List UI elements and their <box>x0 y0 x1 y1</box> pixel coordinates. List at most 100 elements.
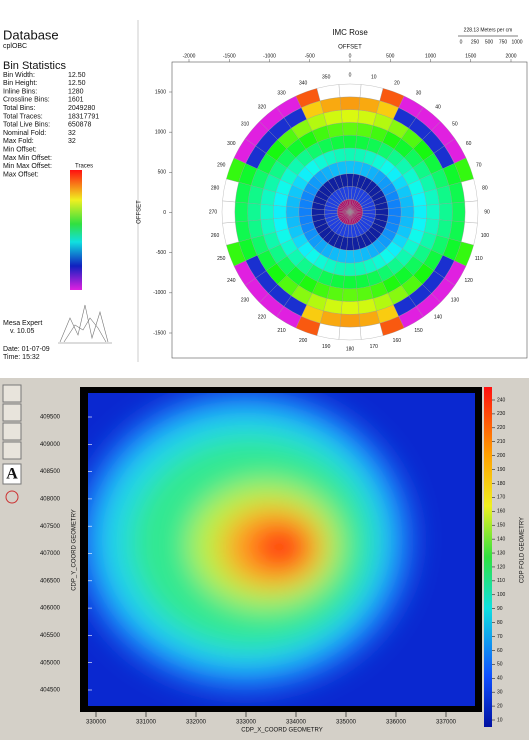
colorbar-tick-label: 30 <box>497 690 503 696</box>
y-tick-label: 408500 <box>40 469 61 475</box>
rose-cell <box>439 202 453 222</box>
azimuth-label: 90 <box>484 209 490 215</box>
database-name: cplOBC <box>3 43 27 50</box>
traces-colorbar <box>70 170 82 290</box>
time: Time: 15:32 <box>3 354 40 361</box>
y-tick-label: 407000 <box>40 551 61 557</box>
stat-label: Total Traces: <box>3 113 43 120</box>
rose-y-tick: -1000 <box>153 290 166 296</box>
rose-y-tick: 1500 <box>155 89 166 95</box>
y-tick-label: 409000 <box>40 442 61 448</box>
colorbar-tick-label: 240 <box>497 397 506 403</box>
azimuth-label: 100 <box>481 233 490 239</box>
x-tick-label: 337000 <box>436 720 457 726</box>
rose-cell <box>298 207 312 217</box>
azimuth-label: 330 <box>277 91 286 97</box>
rose-y-tick: 1000 <box>155 129 166 135</box>
x-tick-label: 333000 <box>236 720 257 726</box>
y-axis-label: CDP_Y_COORD GEOMETRY <box>72 509 78 591</box>
colorbar-tick-label: 10 <box>497 717 503 723</box>
azimuth-label: 250 <box>217 256 226 262</box>
stat-value: 1601 <box>68 97 84 104</box>
stat-label: Max Offset: <box>3 171 39 178</box>
scale-tick: 1000 <box>511 39 522 45</box>
colorbar-tick-label: 230 <box>497 411 506 417</box>
colorbar-tick-label: 150 <box>497 523 506 529</box>
y-tick-label: 406500 <box>40 578 61 584</box>
stat-value: 18317791 <box>68 113 99 120</box>
rose-cell <box>247 202 261 222</box>
rose-cell <box>400 206 415 218</box>
colorbar-tick-label: 120 <box>497 564 506 570</box>
azimuth-label: 180 <box>346 346 355 352</box>
rose-cell <box>234 201 249 223</box>
tool-button[interactable] <box>2 422 22 441</box>
text-tool[interactable] <box>2 463 22 485</box>
stat-value: 650878 <box>68 122 91 129</box>
rose-title: IMC Rose <box>332 28 368 37</box>
azimuth-label: 160 <box>393 338 402 344</box>
stat-value: 32 <box>68 130 76 137</box>
azimuth-label: 120 <box>464 278 473 284</box>
azimuth-label: 270 <box>209 209 218 215</box>
bin-stats-title: Bin Statistics <box>3 60 66 72</box>
tool-button[interactable] <box>2 441 22 460</box>
rose-y-tick: 0 <box>163 210 166 216</box>
y-tick-label: 405500 <box>40 633 61 639</box>
fold-map <box>88 393 475 706</box>
rose-x-tick: 2000 <box>505 53 516 59</box>
stat-label: Total Bins: <box>3 105 35 112</box>
colorbar-tick-label: 40 <box>497 676 503 682</box>
rose-x-tick: -1000 <box>263 53 276 59</box>
y-tick-label: 409500 <box>40 415 61 421</box>
scale-tick: 250 <box>471 39 480 45</box>
rose-cell <box>338 326 362 341</box>
rose-y-tick: -1500 <box>153 330 166 336</box>
rose-cell <box>343 135 357 149</box>
azimuth-label: 340 <box>299 81 308 87</box>
rose: 0 10 20 30 40 50 60 70 80 90 100 110 120 130 140 150 160… <box>209 72 490 352</box>
azimuth-label: 350 <box>322 74 331 80</box>
azimuth-label: 0 <box>349 72 352 78</box>
rose-cell <box>464 200 479 224</box>
y-tick-label: 408000 <box>40 496 61 502</box>
rose-cell <box>343 275 357 289</box>
stat-value: 12.50 <box>68 80 86 87</box>
colorbar-tick-label: 110 <box>497 578 505 584</box>
stat-value: 2049280 <box>68 105 95 112</box>
rose-cell <box>344 147 356 162</box>
rose-cell <box>338 83 362 98</box>
rose-y-tick: -500 <box>156 250 166 256</box>
logo <box>58 304 112 344</box>
rose-cell <box>273 205 287 219</box>
colorbar-tick-label: 20 <box>497 703 503 709</box>
colorbar-tick-label: 130 <box>497 550 506 556</box>
tool-button[interactable] <box>5 490 19 504</box>
azimuth-label: 300 <box>227 141 236 147</box>
colorbar-tick-label: 90 <box>497 606 503 612</box>
azimuth-label: 210 <box>277 328 286 334</box>
colorbar-tick-label: 200 <box>497 453 506 459</box>
azimuth-label: 10 <box>371 74 377 80</box>
azimuth-label: 310 <box>241 121 250 127</box>
rose-cell <box>344 262 356 277</box>
product: Mesa Expert <box>3 320 42 327</box>
azimuth-label: 200 <box>299 338 308 344</box>
rose-x-tick: -1500 <box>223 53 236 59</box>
azimuth-label: 170 <box>370 344 379 350</box>
rose-cell <box>285 206 300 218</box>
database-title: Database <box>3 27 59 42</box>
colorbar-tick-label: 70 <box>497 634 503 640</box>
tool-button[interactable] <box>2 384 22 403</box>
rose-cell <box>316 84 341 101</box>
azimuth-label: 260 <box>211 233 220 239</box>
colorbar-tick-label: 140 <box>497 536 506 542</box>
tool-button[interactable] <box>2 403 22 422</box>
stat-label: Crossline Bins: <box>3 97 50 104</box>
azimuth-label: 220 <box>258 314 267 320</box>
colorbar-tick-label: 190 <box>497 467 506 473</box>
scale-tick: 750 <box>499 39 508 45</box>
stat-label: Bin Height: <box>3 80 37 87</box>
